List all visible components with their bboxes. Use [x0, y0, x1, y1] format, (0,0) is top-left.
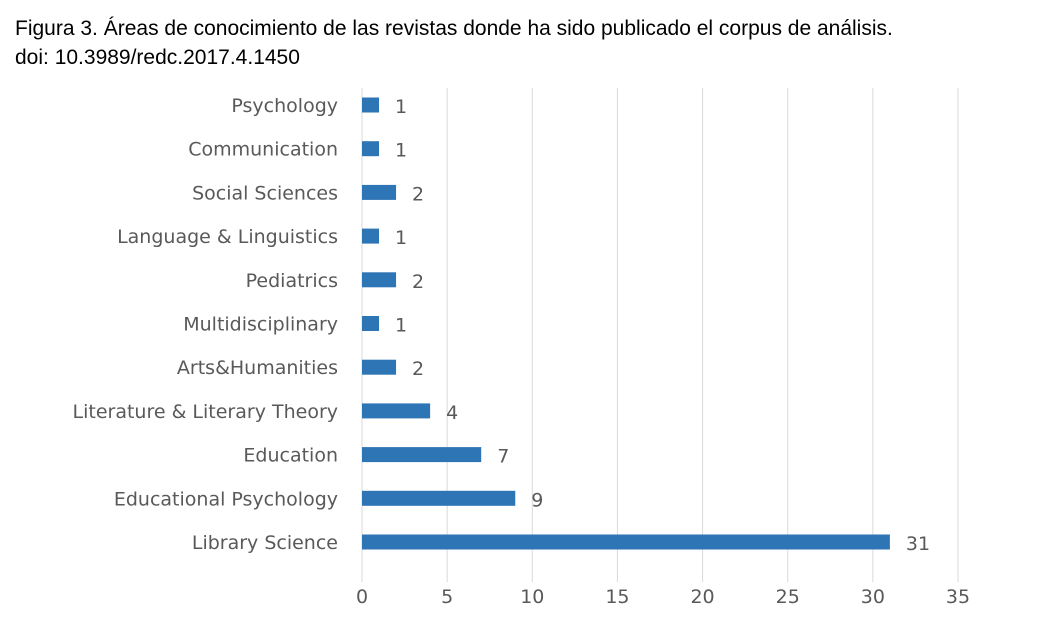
category-label: Pediatrics [246, 270, 338, 292]
bar [362, 272, 397, 288]
category-label: Social Sciences [192, 182, 338, 204]
data-label: 1 [395, 96, 407, 118]
category-label: Library Science [192, 532, 338, 554]
data-label: 4 [446, 402, 458, 424]
gridlines [361, 88, 959, 582]
x-tick-label: 10 [520, 586, 544, 608]
data-label: 31 [906, 533, 930, 555]
data-label: 1 [395, 140, 407, 162]
x-tick-label: 20 [690, 586, 714, 608]
category-label: Psychology [231, 95, 338, 117]
bar [362, 403, 431, 419]
bar [362, 97, 380, 113]
bars [362, 97, 890, 550]
category-label: Multidisciplinary [183, 314, 338, 336]
data-label: 2 [412, 183, 424, 205]
category-label: Education [243, 445, 338, 467]
data-label: 2 [412, 271, 424, 293]
x-tick-label: 30 [861, 586, 885, 608]
data-label: 2 [412, 358, 424, 380]
caption-line-1: Figura 3. Áreas de conocimiento de las r… [15, 17, 893, 40]
x-tick-label: 0 [356, 586, 368, 608]
category-label: Communication [188, 139, 338, 161]
bar [362, 359, 397, 375]
x-tick-label: 35 [946, 586, 970, 608]
bar [362, 228, 380, 244]
data-label: 9 [531, 489, 543, 511]
bar [362, 184, 397, 200]
caption-line-2: doi: 10.3989/redc.2017.4.1450 [15, 46, 300, 69]
data-label: 1 [395, 227, 407, 249]
category-labels: Psychology Communication Social Sciences La… [73, 95, 339, 554]
figure-caption: Figura 3. Áreas de conocimiento de las r… [15, 14, 1035, 72]
category-label: Literature & Literary Theory [73, 401, 339, 423]
data-label: 7 [497, 446, 509, 468]
bar [362, 534, 890, 550]
category-label: Language & Linguistics [117, 226, 338, 248]
category-label: Educational Psychology [114, 488, 338, 510]
bar [362, 316, 380, 331]
x-tick-label: 5 [441, 586, 453, 608]
x-axis-tick-labels: 0 5 10 15 20 25 30 35 [356, 586, 970, 608]
data-label: 1 [395, 315, 407, 337]
category-label: Arts&Humanities [177, 357, 338, 379]
bar [362, 141, 380, 157]
bar [362, 490, 516, 506]
x-tick-label: 25 [776, 586, 800, 608]
x-tick-label: 15 [605, 586, 629, 608]
bar [362, 447, 482, 463]
